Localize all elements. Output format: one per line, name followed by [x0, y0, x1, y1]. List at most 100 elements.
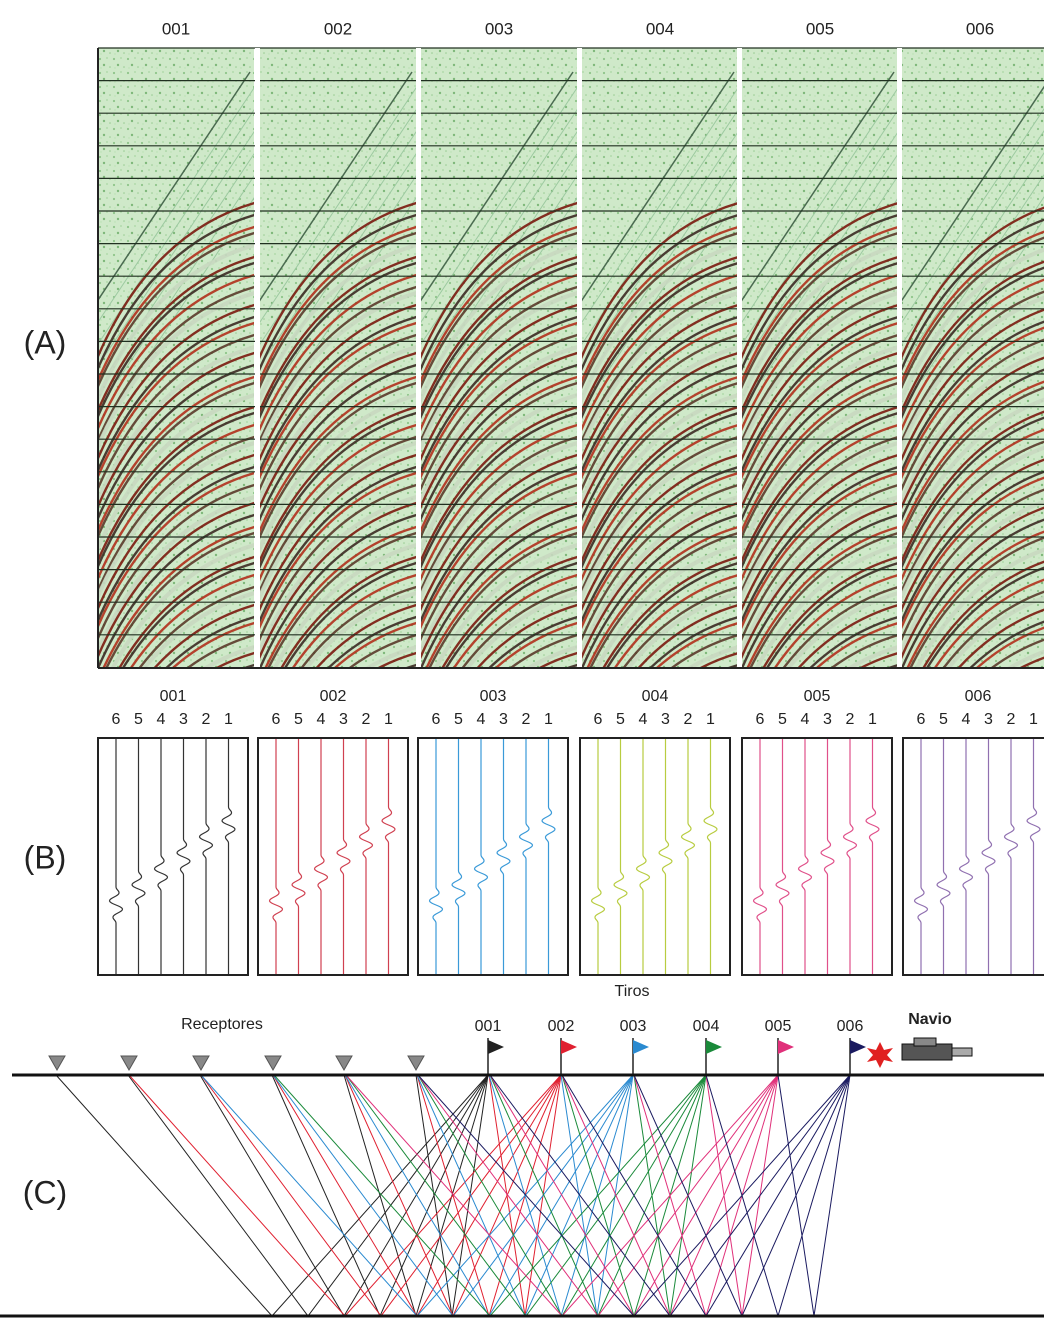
trace-number: 1 — [706, 711, 715, 728]
reflection — [153, 603, 254, 668]
trace-number: 4 — [801, 711, 810, 728]
reflection — [582, 471, 738, 630]
panel-gap — [255, 48, 260, 668]
trace — [153, 738, 169, 975]
trace — [381, 738, 396, 975]
reflection — [333, 621, 416, 668]
reflection — [98, 261, 254, 420]
reflection — [698, 651, 738, 668]
reflection — [625, 591, 738, 668]
reflection — [260, 255, 416, 414]
reflection — [421, 213, 577, 372]
trace-number: 2 — [1007, 711, 1016, 728]
reflection — [98, 333, 254, 492]
reflection — [922, 560, 1044, 668]
reflection — [260, 231, 416, 390]
trace-number: 4 — [157, 711, 166, 728]
reflection — [582, 363, 738, 522]
reflection — [525, 645, 577, 668]
reflection — [582, 231, 738, 390]
shot-label: 004 — [642, 688, 669, 705]
reflection — [902, 247, 1044, 404]
reflection — [425, 525, 577, 668]
reflection — [902, 266, 1044, 420]
reflection — [280, 555, 416, 668]
reflection — [98, 321, 254, 480]
reflection — [858, 651, 898, 668]
reflection — [742, 315, 898, 474]
reflection — [421, 243, 577, 404]
reflection — [902, 416, 1044, 570]
reflection — [582, 321, 738, 480]
reflection — [260, 423, 416, 582]
reflection — [914, 547, 1044, 668]
reflection — [1006, 649, 1044, 668]
reflection — [586, 525, 738, 668]
reflection — [98, 465, 254, 624]
reflection — [742, 465, 898, 624]
panel-gap — [737, 48, 742, 668]
direct-wave — [902, 85, 1044, 302]
reflection — [902, 458, 1044, 612]
reflection — [421, 453, 577, 612]
trace-box — [417, 737, 569, 976]
reflection — [421, 495, 577, 656]
reflection — [582, 315, 738, 474]
reflection — [260, 285, 416, 444]
reflection — [421, 255, 577, 414]
shot-label: 004 — [693, 1018, 720, 1035]
reflection — [582, 411, 738, 570]
reflection — [902, 349, 1044, 506]
reflection — [742, 501, 898, 660]
shot-label: 005 — [765, 1018, 792, 1035]
shot-label: 006 — [966, 19, 994, 38]
panel-gap — [416, 48, 421, 668]
receiver — [264, 1055, 282, 1072]
trace-number: 3 — [984, 711, 993, 728]
reflection — [582, 405, 738, 564]
trace-number: 6 — [594, 711, 603, 728]
reflection — [141, 591, 254, 668]
reflection — [582, 393, 738, 554]
reflection — [749, 531, 898, 668]
reflection — [742, 291, 898, 452]
reflection — [902, 445, 1044, 602]
trace — [1003, 738, 1019, 975]
shot-label: 004 — [646, 19, 674, 38]
trace — [820, 738, 835, 975]
reflection — [260, 363, 416, 522]
reflection — [98, 441, 254, 602]
direct-wave — [742, 71, 895, 302]
reflection — [594, 543, 738, 668]
reflection — [902, 476, 1044, 630]
trace-number: 6 — [432, 711, 441, 728]
reflection — [648, 615, 738, 668]
reflection — [452, 573, 577, 668]
reflection — [622, 585, 738, 668]
reflection — [98, 375, 254, 534]
trace-box — [97, 737, 249, 976]
reflection — [582, 381, 738, 540]
reflection — [742, 423, 898, 582]
trace — [496, 738, 511, 975]
trace-number: 2 — [362, 711, 371, 728]
reflection — [376, 651, 416, 668]
trace — [131, 738, 146, 975]
trace-number: 4 — [962, 711, 971, 728]
reflection — [582, 333, 738, 492]
shot-label: 003 — [480, 688, 507, 705]
trace — [703, 738, 718, 975]
direct-wave — [905, 152, 1044, 361]
trace — [775, 738, 790, 975]
reflection — [260, 501, 416, 660]
reflection — [428, 531, 577, 668]
trace — [842, 738, 858, 975]
reflection — [989, 638, 1044, 668]
reflection — [105, 531, 254, 668]
reflection — [260, 513, 416, 668]
trace — [221, 738, 236, 975]
reflection — [582, 441, 738, 602]
reflection — [98, 231, 254, 390]
direct-wave — [260, 71, 413, 302]
reflection — [933, 578, 1044, 668]
